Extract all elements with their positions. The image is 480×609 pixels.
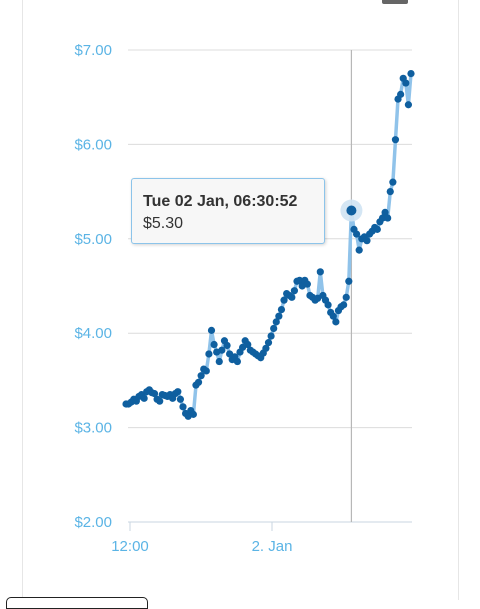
- chart-card: [22, 0, 459, 600]
- data-point[interactable]: [329, 312, 337, 320]
- data-point[interactable]: [389, 178, 397, 186]
- data-point[interactable]: [288, 293, 296, 301]
- data-point[interactable]: [205, 350, 213, 358]
- y-tick-label: $3.00: [74, 420, 112, 437]
- data-point[interactable]: [218, 346, 226, 354]
- data-point[interactable]: [355, 246, 363, 254]
- data-point[interactable]: [280, 296, 288, 304]
- data-point[interactable]: [407, 70, 415, 78]
- data-point[interactable]: [290, 287, 299, 295]
- data-point[interactable]: [202, 367, 210, 375]
- data-point[interactable]: [140, 394, 148, 402]
- tooltip-title: Tue 02 Jan, 06:30:52: [143, 193, 298, 210]
- x-tick-label: 12:00: [111, 538, 149, 555]
- data-point[interactable]: [223, 341, 231, 350]
- x-tick-label: 2. Jan: [252, 538, 293, 555]
- data-point[interactable]: [384, 214, 392, 222]
- grid-lines: [128, 49, 412, 523]
- y-tick-label: $6.00: [74, 136, 112, 153]
- data-point[interactable]: [233, 357, 242, 366]
- highlighted-point[interactable]: [340, 199, 363, 222]
- highlighted-data-point[interactable]: [346, 205, 357, 216]
- data-point[interactable]: [174, 388, 182, 396]
- data-point[interactable]: [324, 301, 332, 309]
- menu-handle-icon[interactable]: [382, 0, 408, 4]
- y-tick-label: $2.00: [74, 514, 112, 531]
- data-point[interactable]: [381, 208, 389, 216]
- data-point[interactable]: [275, 312, 283, 320]
- data-point[interactable]: [316, 268, 324, 276]
- y-tick-label: $5.00: [74, 231, 112, 248]
- data-point[interactable]: [397, 90, 405, 98]
- data-point[interactable]: [352, 230, 361, 238]
- tooltip: Tue 02 Jan, 06:30:52 $5.30: [131, 178, 325, 244]
- data-point[interactable]: [363, 237, 371, 245]
- bottom-tab[interactable]: [6, 597, 148, 609]
- data-point[interactable]: [270, 324, 278, 333]
- data-point[interactable]: [295, 276, 304, 284]
- data-point[interactable]: [378, 214, 387, 222]
- data-point[interactable]: [402, 79, 410, 87]
- data-point[interactable]: [194, 378, 203, 386]
- y-axis-labels: $2.00 $3.00 $4.00 $5.00 $6.00 $7.00: [74, 42, 112, 531]
- data-point[interactable]: [150, 390, 159, 398]
- data-point[interactable]: [303, 280, 311, 288]
- data-point[interactable]: [156, 397, 164, 405]
- data-point[interactable]: [345, 277, 353, 285]
- data-point[interactable]: [262, 344, 270, 352]
- y-tick-label: $4.00: [74, 325, 112, 342]
- data-points: [122, 70, 415, 420]
- series-line: [126, 73, 413, 419]
- data-point[interactable]: [373, 225, 381, 233]
- data-point[interactable]: [189, 410, 197, 418]
- data-point[interactable]: [197, 372, 205, 380]
- data-point[interactable]: [386, 188, 394, 196]
- data-point[interactable]: [207, 326, 216, 334]
- data-point[interactable]: [267, 332, 275, 340]
- data-point[interactable]: [179, 403, 187, 411]
- data-point[interactable]: [176, 395, 185, 403]
- data-point[interactable]: [277, 306, 286, 314]
- data-point[interactable]: [244, 340, 252, 349]
- data-point[interactable]: [342, 293, 350, 301]
- tooltip-value: $5.30: [143, 215, 184, 232]
- data-point[interactable]: [264, 339, 273, 347]
- data-point[interactable]: [340, 301, 348, 309]
- data-point[interactable]: [332, 318, 340, 326]
- data-point[interactable]: [210, 340, 218, 349]
- x-axis: 12:00 2. Jan: [111, 521, 412, 555]
- data-point[interactable]: [272, 318, 280, 326]
- data-point[interactable]: [404, 101, 413, 109]
- y-tick-label: $7.00: [74, 42, 112, 59]
- data-point[interactable]: [391, 136, 400, 144]
- data-point[interactable]: [215, 357, 223, 366]
